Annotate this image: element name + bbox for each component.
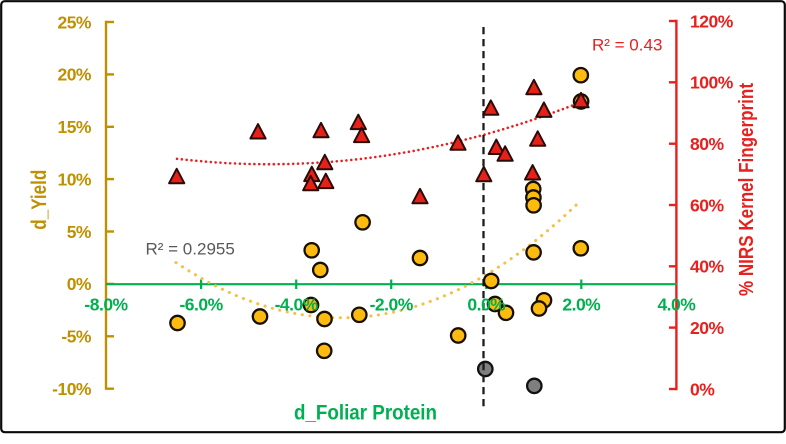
svg-text:-4.0%: -4.0% — [275, 295, 319, 315]
svg-text:40%: 40% — [690, 257, 724, 277]
svg-text:0%: 0% — [690, 379, 715, 399]
svg-text:100%: 100% — [690, 73, 734, 93]
svg-text:80%: 80% — [690, 134, 724, 154]
svg-text:-5%: -5% — [61, 327, 92, 347]
svg-text:-8.0%: -8.0% — [84, 295, 128, 315]
svg-text:20%: 20% — [57, 65, 91, 85]
svg-text:2.0%: 2.0% — [562, 295, 601, 315]
svg-text:d_Foliar Protein: d_Foliar Protein — [294, 400, 437, 424]
svg-text:4.0%: 4.0% — [657, 295, 696, 315]
svg-text:d_Yield: d_Yield — [28, 170, 51, 230]
svg-text:0.0%: 0.0% — [467, 295, 506, 315]
svg-text:0%: 0% — [67, 274, 92, 294]
svg-text:60%: 60% — [690, 195, 724, 215]
svg-text:25%: 25% — [57, 12, 91, 32]
svg-text:R² = 0.2955: R² = 0.2955 — [146, 240, 235, 259]
svg-text:10%: 10% — [57, 169, 91, 189]
svg-text:-2.0%: -2.0% — [370, 295, 414, 315]
svg-text:-6.0%: -6.0% — [179, 295, 223, 315]
svg-text:5%: 5% — [67, 222, 92, 242]
svg-text:% NIRS Kernel Fingerprint: % NIRS Kernel Fingerprint — [735, 83, 758, 296]
svg-text:-10%: -10% — [52, 379, 92, 399]
svg-text:R² = 0.43: R² = 0.43 — [592, 35, 662, 54]
svg-text:120%: 120% — [690, 11, 734, 31]
svg-text:15%: 15% — [57, 117, 91, 137]
svg-text:20%: 20% — [690, 318, 724, 338]
